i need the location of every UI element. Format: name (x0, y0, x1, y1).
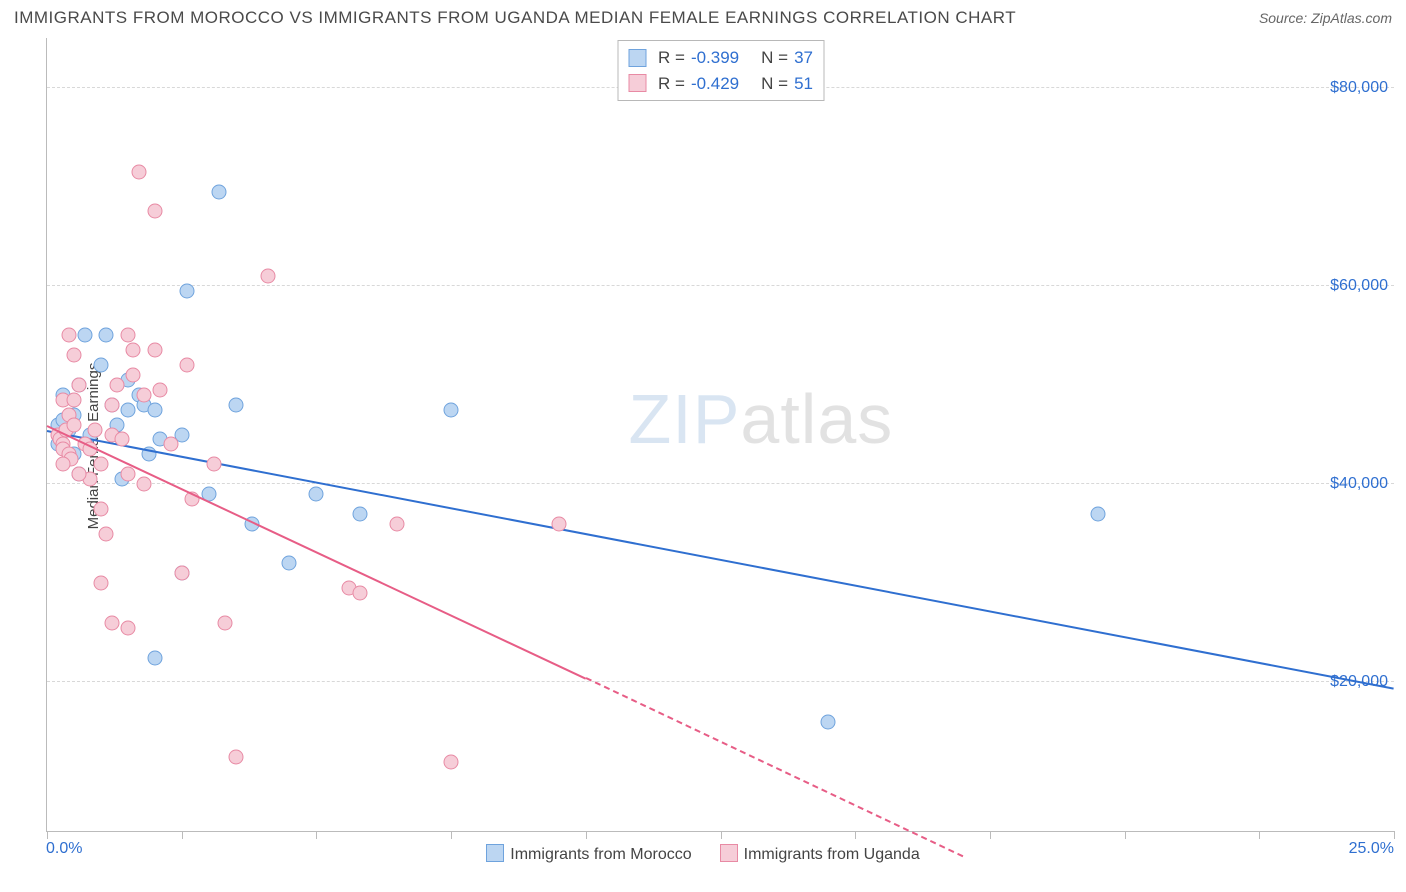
data-point (390, 516, 405, 531)
data-point (99, 328, 114, 343)
x-tick (316, 831, 317, 839)
data-point (115, 432, 130, 447)
legend-swatch (486, 844, 504, 862)
legend-row: R = -0.429 N = 51 (628, 71, 813, 97)
data-point (153, 382, 168, 397)
data-point (88, 422, 103, 437)
data-point (93, 576, 108, 591)
legend-series-label: Immigrants from Uganda (744, 846, 920, 863)
legend-n-value: 51 (794, 71, 813, 97)
data-point (163, 437, 178, 452)
y-tick-label: $40,000 (1330, 475, 1388, 493)
data-point (147, 402, 162, 417)
data-point (120, 620, 135, 635)
legend-swatch (628, 49, 646, 67)
chart-title: IMMIGRANTS FROM MOROCCO VS IMMIGRANTS FR… (14, 8, 1016, 28)
data-point (93, 457, 108, 472)
x-tick (1394, 831, 1395, 839)
data-point (1090, 506, 1105, 521)
data-point (147, 343, 162, 358)
legend-item: Immigrants from Uganda (720, 844, 920, 864)
gridline (47, 285, 1394, 286)
x-tick (586, 831, 587, 839)
data-point (444, 754, 459, 769)
legend-row: R = -0.399 N = 37 (628, 45, 813, 71)
x-tick (1259, 831, 1260, 839)
data-point (309, 486, 324, 501)
source-label: Source: ZipAtlas.com (1259, 10, 1392, 26)
y-tick-label: $60,000 (1330, 277, 1388, 295)
gridline (47, 483, 1394, 484)
y-tick-label: $80,000 (1330, 79, 1388, 97)
data-point (136, 477, 151, 492)
data-point (282, 556, 297, 571)
regression-line (47, 425, 587, 680)
data-point (66, 348, 81, 363)
x-tick (47, 831, 48, 839)
data-point (77, 328, 92, 343)
data-point (444, 402, 459, 417)
legend-n-value: 37 (794, 45, 813, 71)
legend-r-value: -0.429 (691, 71, 739, 97)
x-tick (721, 831, 722, 839)
data-point (147, 204, 162, 219)
data-point (228, 397, 243, 412)
data-point (120, 467, 135, 482)
legend-r-label: R = (658, 71, 685, 97)
data-point (212, 184, 227, 199)
data-point (99, 526, 114, 541)
gridline (47, 681, 1394, 682)
data-point (352, 506, 367, 521)
legend-swatch (628, 74, 646, 92)
legend-item: Immigrants from Morocco (486, 844, 691, 864)
data-point (147, 650, 162, 665)
correlation-legend: R = -0.399 N = 37 R = -0.429 N = 51 (617, 40, 824, 101)
data-point (821, 714, 836, 729)
data-point (131, 164, 146, 179)
data-point (93, 501, 108, 516)
data-point (174, 566, 189, 581)
legend-n-label: N = (761, 45, 788, 71)
data-point (72, 467, 87, 482)
data-point (352, 586, 367, 601)
data-point (61, 328, 76, 343)
x-tick (182, 831, 183, 839)
data-point (217, 615, 232, 630)
x-tick (451, 831, 452, 839)
data-point (72, 377, 87, 392)
data-point (104, 615, 119, 630)
x-tick (855, 831, 856, 839)
data-point (207, 457, 222, 472)
data-point (66, 417, 81, 432)
legend-swatch (720, 844, 738, 862)
data-point (66, 392, 81, 407)
legend-r-label: R = (658, 45, 685, 71)
legend-series-label: Immigrants from Morocco (510, 846, 691, 863)
data-point (56, 457, 71, 472)
data-point (110, 377, 125, 392)
data-point (126, 368, 141, 383)
data-point (551, 516, 566, 531)
data-point (260, 268, 275, 283)
legend-n-label: N = (761, 71, 788, 97)
regression-line (585, 677, 963, 857)
regression-line (47, 430, 1394, 690)
data-point (180, 358, 195, 373)
data-point (180, 283, 195, 298)
data-point (120, 328, 135, 343)
series-legend: Immigrants from Morocco Immigrants from U… (0, 844, 1406, 864)
x-tick (990, 831, 991, 839)
data-point (93, 358, 108, 373)
x-tick (1125, 831, 1126, 839)
data-point (120, 402, 135, 417)
data-point (136, 387, 151, 402)
data-point (228, 749, 243, 764)
data-point (126, 343, 141, 358)
legend-r-value: -0.399 (691, 45, 739, 71)
data-point (104, 397, 119, 412)
plot-area: $20,000$40,000$60,000$80,000 ZIPatlas R … (46, 38, 1394, 832)
